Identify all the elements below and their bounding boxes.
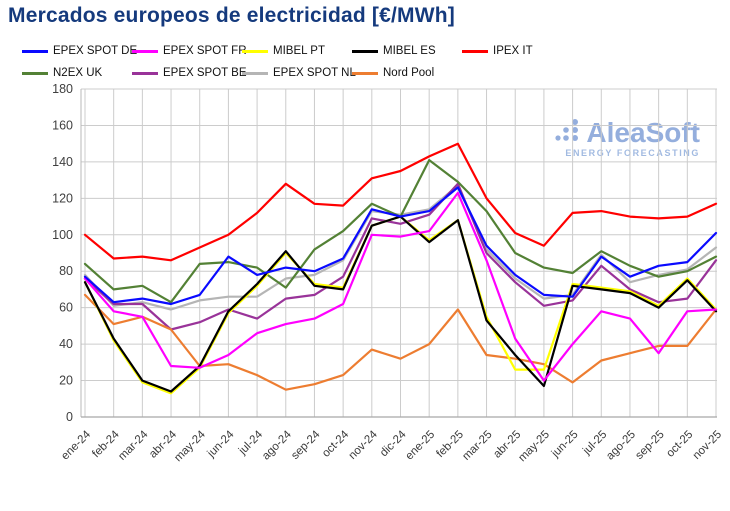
- axis-tick-label: ene-24: [59, 428, 93, 462]
- series-line-ipex-it: [83, 142, 718, 262]
- axis-tick-label: may-24: [172, 428, 208, 464]
- axis-tick-label: ene-25: [403, 429, 437, 463]
- axis-tick-label: 60: [59, 301, 73, 315]
- axis-tick-label: 180: [52, 82, 73, 96]
- chart-canvas: 020406080100120140160180ene-24feb-24mar-…: [52, 82, 724, 465]
- axis-tick-label: mar-25: [460, 429, 494, 463]
- axis-tick-label: nov-25: [691, 429, 724, 462]
- legend-label: EPEX SPOT NL: [273, 67, 356, 79]
- axis-tick-label: 160: [52, 118, 73, 132]
- legend-label: EPEX SPOT DE: [53, 45, 138, 57]
- legend-item-mibel-es: MIBEL ES: [352, 45, 462, 57]
- series-line-epex-spot-be: [83, 182, 718, 331]
- axis-tick-label: 100: [52, 228, 73, 242]
- legend-swatch-epex-spot-be: [132, 71, 158, 75]
- axis-tick-label: sep-25: [633, 429, 666, 462]
- axis-tick-label: 120: [52, 191, 73, 205]
- legend-swatch-epex-spot-nl: [242, 71, 268, 75]
- logo-brand-text: AleaSoft: [586, 117, 700, 148]
- legend-label: IPEX IT: [493, 45, 533, 57]
- legend-swatch-mibel-pt: [242, 49, 268, 53]
- legend-swatch-nord-pool: [352, 71, 378, 75]
- legend-label: N2EX UK: [53, 67, 103, 79]
- series-line-nord-pool: [83, 293, 718, 391]
- legend-swatch-epex-spot-de: [22, 49, 48, 53]
- legend-item-ipex-it: IPEX IT: [462, 45, 572, 57]
- legend-swatch-mibel-es: [352, 49, 378, 53]
- axis-tick-label: nov-24: [347, 428, 381, 462]
- line-chart: 0 20 40 60 80 100 120 140 160 180 ene-24 feb-24 mar-…: [0, 80, 730, 511]
- axis-tick-label: oct-25: [664, 429, 695, 460]
- logo-tagline: ENERGY FORECASTING: [565, 148, 700, 158]
- series-line-epex-spot-fr: [83, 191, 718, 382]
- legend-label: EPEX SPOT FR: [163, 45, 247, 57]
- axis-tick-label: may-25: [516, 429, 552, 465]
- chart-title: Mercados europeos de electricidad [€/MWh…: [8, 4, 455, 27]
- legend-item-mibel-pt: MIBEL PT: [242, 45, 352, 57]
- legend-item-epex-spot-fr: EPEX SPOT FR: [132, 45, 247, 57]
- axis-tick-label: 40: [59, 337, 73, 351]
- legend-label: MIBEL ES: [383, 45, 436, 57]
- legend-label: Nord Pool: [383, 67, 435, 79]
- legend-label: EPEX SPOT BE: [163, 67, 247, 79]
- axis-tick-label: 80: [59, 264, 73, 278]
- logo-dots-icon: [554, 112, 580, 147]
- legend-swatch-ipex-it: [462, 49, 488, 53]
- axis-tick-label: 0: [66, 410, 73, 424]
- legend-item-epex-spot-be: EPEX SPOT BE: [132, 67, 247, 79]
- axis-tick-label: ago-25: [604, 429, 638, 463]
- legend-swatch-n2ex-uk: [22, 71, 48, 75]
- legend-swatch-epex-spot-fr: [132, 49, 158, 53]
- legend-item-epex-spot-nl: EPEX SPOT NL: [242, 67, 356, 79]
- axis-tick-label: 140: [52, 155, 73, 169]
- axis-tick-label: 20: [59, 374, 73, 388]
- axis-tick-label: mar-24: [116, 428, 151, 463]
- legend-item-nord-pool: Nord Pool: [352, 67, 462, 79]
- legend: EPEX SPOT DE EPEX SPOT FR MIBEL PT MIBEL ES…: [22, 40, 712, 84]
- axis-tick-label: ago-24: [260, 428, 294, 462]
- legend-item-n2ex-uk: N2EX UK: [22, 67, 132, 79]
- legend-label: MIBEL PT: [273, 45, 325, 57]
- legend-item-epex-spot-de: EPEX SPOT DE: [22, 45, 137, 57]
- axis-tick-label: sep-24: [289, 428, 323, 462]
- axis-tick-label: jun-24: [205, 428, 237, 460]
- axis-tick-label: jun-25: [549, 429, 581, 461]
- series-line-epex-spot-de: [83, 186, 718, 306]
- aleasoft-logo: AleaSoft ENERGY FORECASTING: [554, 112, 700, 158]
